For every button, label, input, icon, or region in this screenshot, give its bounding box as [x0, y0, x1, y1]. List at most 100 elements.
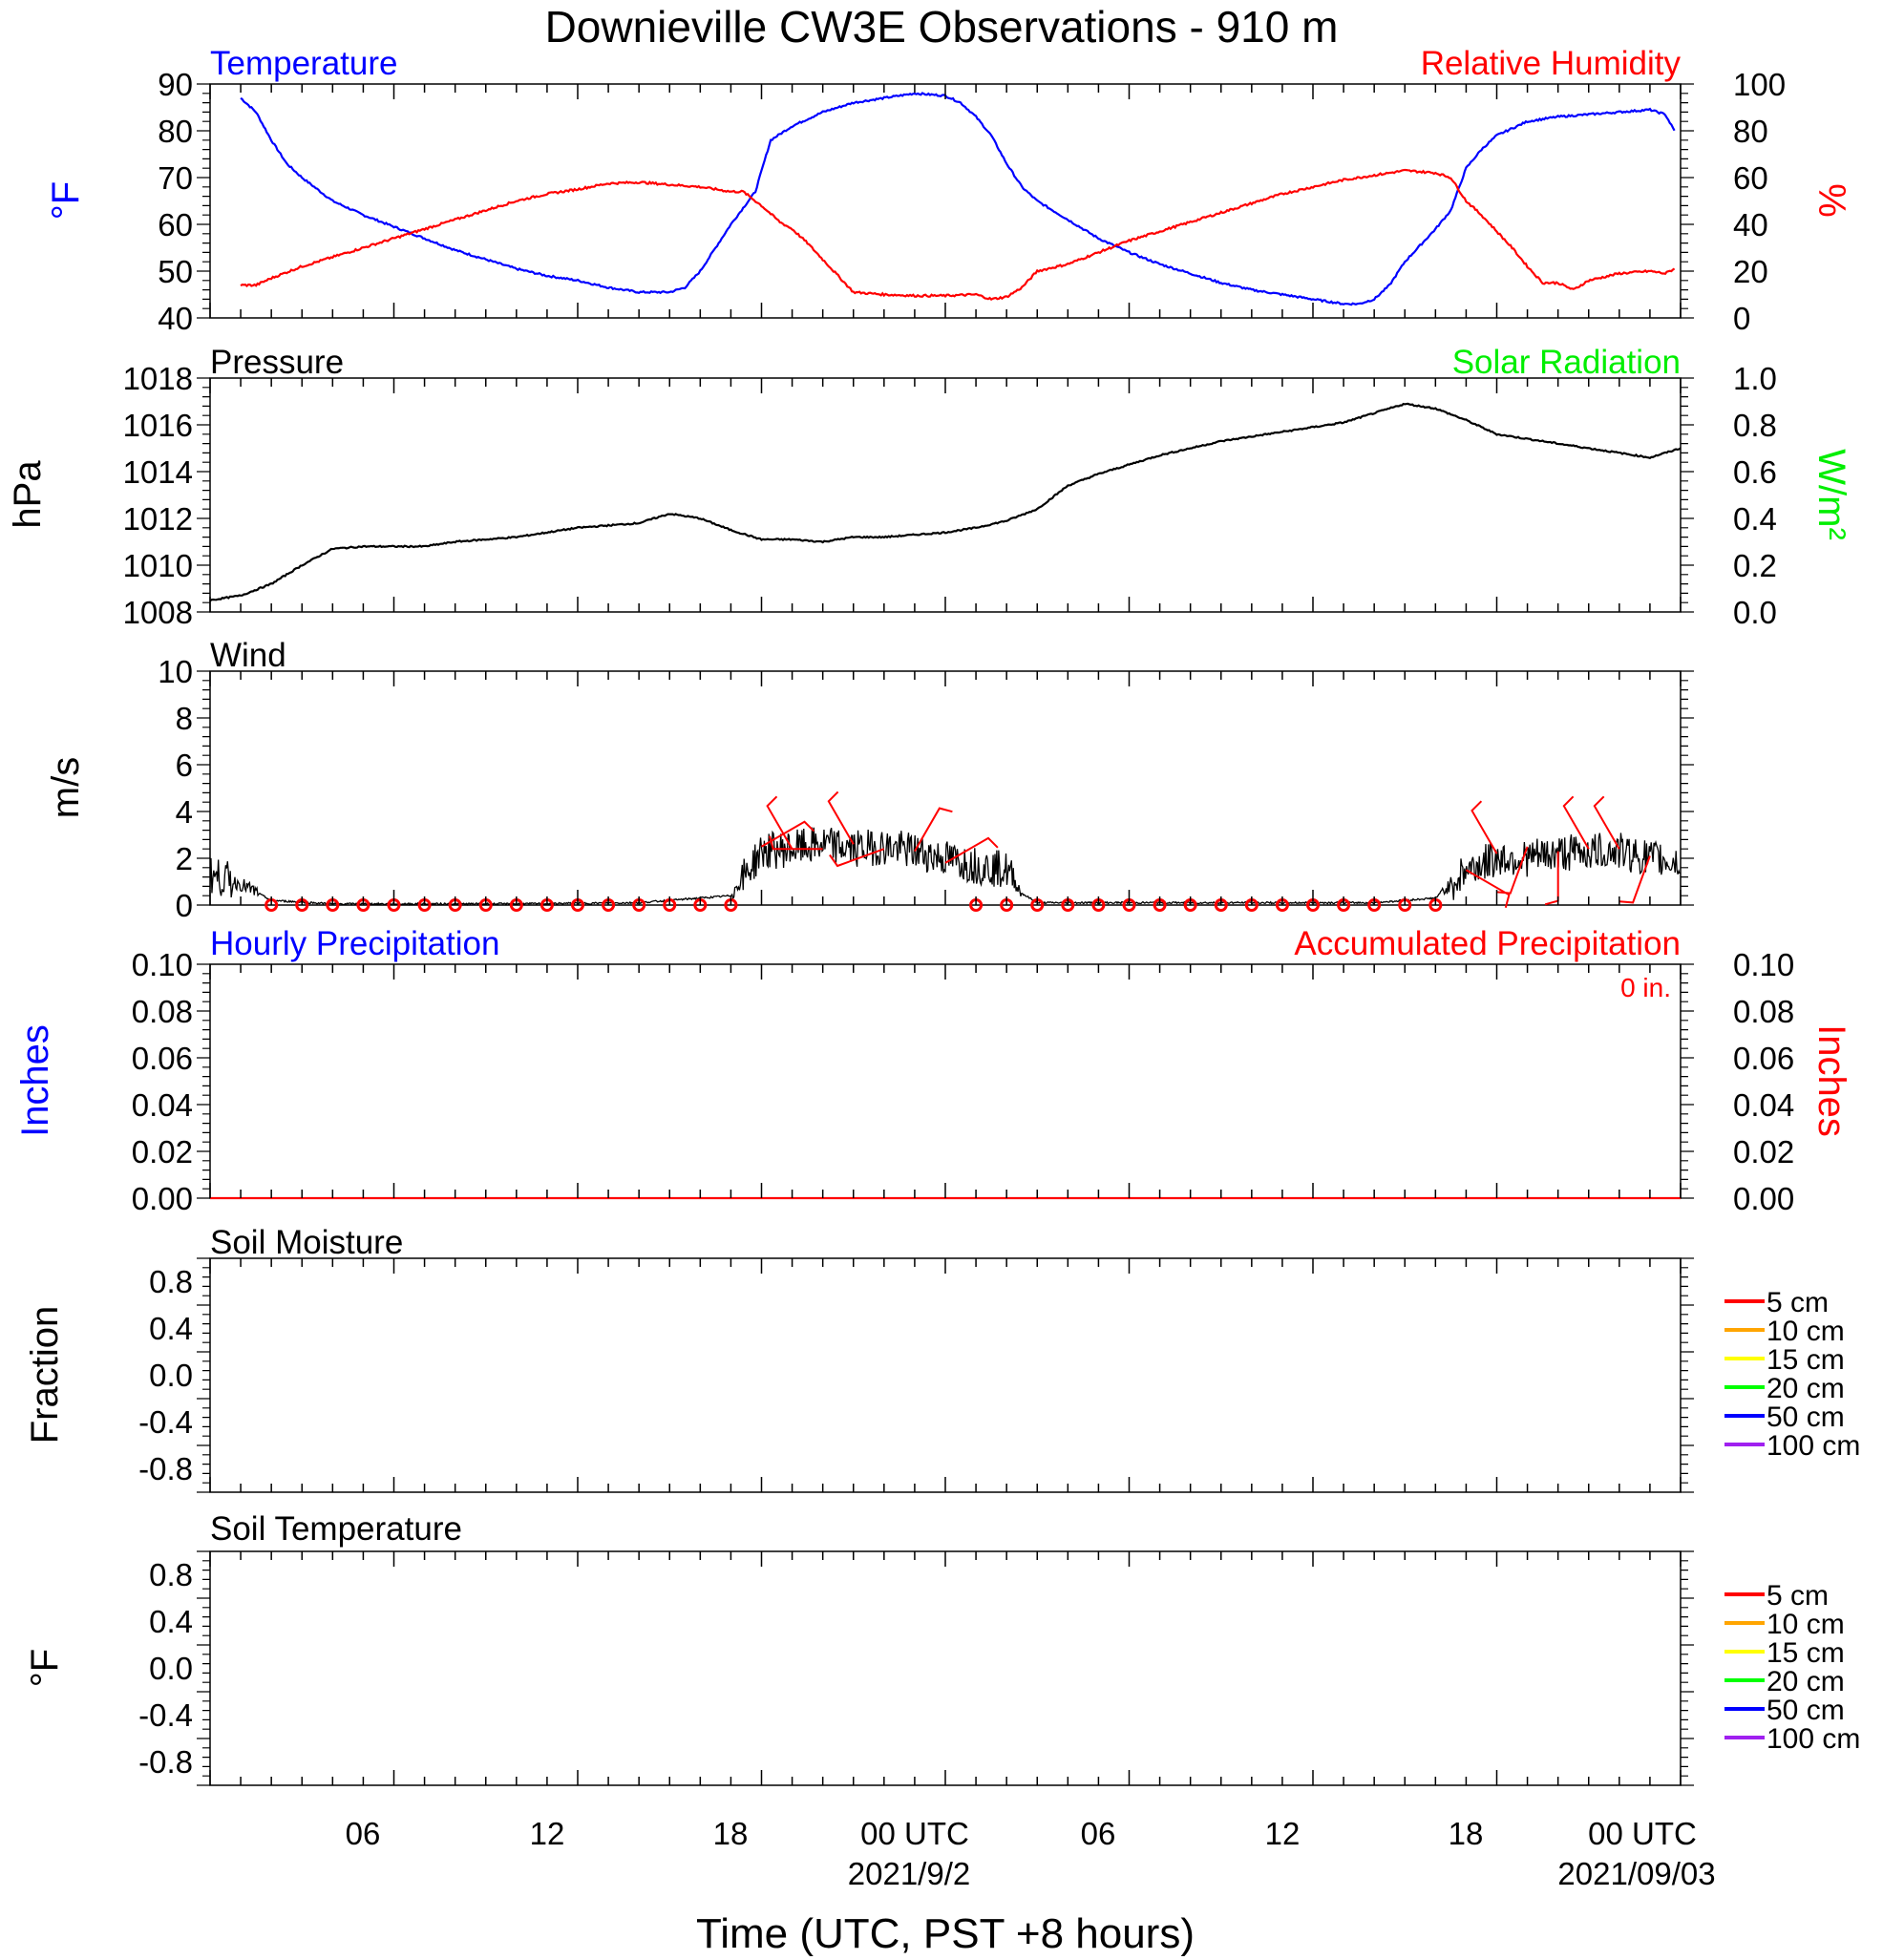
wind-barb — [1470, 800, 1498, 854]
y-tick-labels-left: 0.8 0.4 0.0 -0.4 -0.8 — [138, 1557, 193, 1780]
wind-barb — [1465, 869, 1511, 909]
wind-barb — [827, 790, 855, 845]
x-ticks — [209, 1258, 1682, 1492]
x-tick-label: 06 — [346, 1816, 381, 1851]
panel-title-left: Wind — [210, 637, 286, 674]
y-tick-label: 1010 — [123, 548, 193, 583]
wind-barb — [944, 836, 999, 864]
y-ticks — [197, 83, 1694, 319]
y-tick-label: 0.10 — [1733, 947, 1794, 982]
legend-label: 15 cm — [1767, 1344, 1845, 1376]
y-tick-labels-right: 100 80 60 40 20 0 — [1733, 67, 1786, 336]
legend-label: 100 cm — [1767, 1723, 1860, 1755]
y-tick-label: 60 — [1733, 160, 1768, 196]
date-label: 2021/9/2 — [848, 1856, 970, 1891]
y-tick-labels-right: 0.10 0.08 0.06 0.04 0.02 0.00 — [1733, 947, 1794, 1216]
series-line — [209, 402, 1682, 602]
y-tick-labels-left: 0.10 0.08 0.06 0.04 0.02 0.00 — [132, 947, 193, 1216]
panel-title-left: Pressure — [210, 344, 344, 381]
panel-title-left: Temperature — [210, 45, 397, 82]
panel-title-right: Accumulated Precipitation — [1294, 925, 1681, 962]
wind-barb — [914, 807, 953, 853]
y-tick-label: 20 — [1733, 254, 1768, 289]
x-ticks — [209, 1551, 1682, 1785]
date-label: 2021/09/03 — [1557, 1856, 1715, 1891]
y-ticks — [197, 670, 1694, 906]
x-ticks — [209, 84, 1682, 318]
y-axis-label-right: Inches — [1810, 1024, 1852, 1137]
precipitation-panel: Hourly Precipitation Accumulated Precipi… — [14, 925, 1852, 1216]
legend-item: 20 cm — [1724, 1373, 1845, 1404]
y-tick-label: 0 — [1733, 301, 1750, 336]
y-tick-labels-left: 0.8 0.4 0.0 -0.4 -0.8 — [138, 1264, 193, 1486]
y-axis-label-left: °F — [45, 181, 87, 220]
y-tick-label: 1014 — [123, 454, 193, 490]
y-tick-label: 0 — [176, 888, 193, 923]
y-tick-label: 100 — [1733, 67, 1786, 102]
axis-ticks — [197, 83, 1694, 319]
legend-label: 10 cm — [1767, 1609, 1845, 1640]
legend-item: 10 cm — [1724, 1609, 1845, 1640]
y-tick-label: 1008 — [123, 595, 193, 630]
y-tick-label: -0.8 — [138, 1744, 193, 1780]
wind-barb — [760, 820, 815, 848]
y-tick-label: 70 — [158, 160, 193, 196]
wind-barb — [766, 795, 793, 850]
y-axis-label-left: Fraction — [24, 1306, 66, 1444]
wind-barb — [1562, 795, 1590, 850]
y-tick-label: 0.2 — [1733, 548, 1777, 583]
series-line — [240, 92, 1676, 306]
y-tick-label: 0.06 — [1733, 1041, 1794, 1076]
x-tick-label: 00 UTC — [1588, 1816, 1697, 1851]
axis-ticks — [197, 1550, 1694, 1786]
y-tick-label: 0.8 — [149, 1557, 193, 1592]
legend-label: 10 cm — [1767, 1316, 1845, 1347]
figure-title: Downieville CW3E Observations - 910 m — [545, 2, 1339, 52]
panel-title-left: Hourly Precipitation — [210, 925, 499, 962]
wind-barb — [829, 848, 885, 868]
legend-item: 100 cm — [1724, 1723, 1860, 1755]
y-axis-label-left: Inches — [14, 1024, 56, 1137]
panel-frame — [209, 963, 1682, 1199]
y-ticks — [197, 1257, 1694, 1493]
legend-item: 20 cm — [1724, 1666, 1845, 1697]
wind-barb — [769, 835, 823, 851]
x-tick-label: 12 — [1265, 1816, 1301, 1851]
y-axis-label-left: °F — [24, 1649, 66, 1687]
axis-ticks — [197, 963, 1694, 1199]
y-tick-label: 0.4 — [149, 1311, 193, 1346]
accumulated-total-annotation: 0 in. — [1620, 973, 1671, 1002]
y-tick-label: 40 — [158, 301, 193, 336]
legend-item: 10 cm — [1724, 1316, 1845, 1347]
legend-label: 5 cm — [1767, 1580, 1829, 1612]
y-ticks — [197, 377, 1694, 613]
y-tick-label: 0.06 — [132, 1041, 193, 1076]
series-layer — [209, 402, 1682, 602]
x-tick-label: 00 UTC — [860, 1816, 969, 1851]
x-ticks — [209, 964, 1682, 1198]
panel-title-left: Soil Moisture — [210, 1224, 403, 1261]
wind-barbs — [760, 790, 1651, 909]
legend-item: 50 cm — [1724, 1695, 1845, 1726]
y-tick-label: 1.0 — [1733, 361, 1777, 396]
x-tick-label: 18 — [1449, 1816, 1484, 1851]
x-axis-title: Time (UTC, PST +8 hours) — [696, 1910, 1195, 1957]
legend-label: 50 cm — [1767, 1402, 1845, 1433]
legend-label: 20 cm — [1767, 1373, 1845, 1404]
x-tick-label: 18 — [713, 1816, 749, 1851]
panel-title-right: Relative Humidity — [1421, 45, 1682, 82]
legend: 5 cm 10 cm 15 cm 20 cm 50 cm 100 cm — [1724, 1580, 1860, 1755]
y-tick-label: 60 — [158, 207, 193, 242]
y-tick-label: 0.0 — [149, 1651, 193, 1686]
legend-label: 100 cm — [1767, 1430, 1860, 1462]
pressure-panel: Pressure Solar Radiation hPa W/m² 1018 1… — [7, 344, 1852, 630]
legend: 5 cm 10 cm 15 cm 20 cm 50 cm 100 cm — [1724, 1287, 1860, 1462]
wind-panel: Wind m/s 10 8 6 4 2 0 — [45, 637, 1694, 923]
wind-barb — [1619, 855, 1651, 904]
wind-barb — [1593, 795, 1620, 850]
y-tick-label: 1018 — [123, 361, 193, 396]
y-tick-label: 0.10 — [132, 947, 193, 982]
y-axis-label-right: W/m² — [1810, 449, 1852, 540]
y-tick-label: 1012 — [123, 501, 193, 537]
y-tick-label: -0.4 — [138, 1404, 193, 1440]
